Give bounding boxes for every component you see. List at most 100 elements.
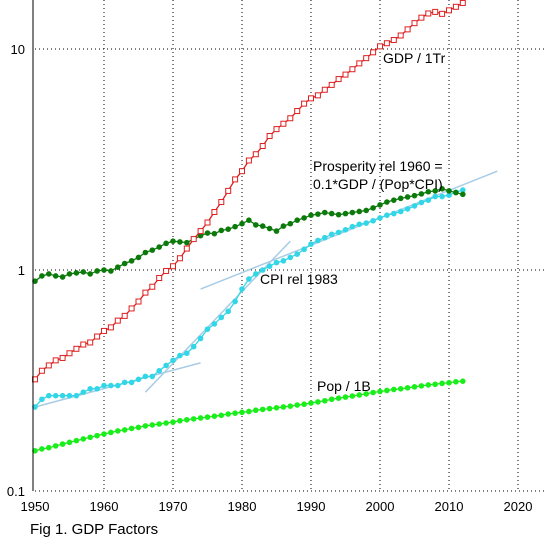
data-point-prosperity — [404, 194, 411, 200]
data-point-gdp — [101, 327, 107, 334]
data-point-gdp — [328, 81, 335, 88]
data-point-cpi — [335, 229, 342, 236]
data-point-gdp — [280, 120, 287, 127]
data-point-pop — [253, 407, 259, 414]
data-point-pop — [66, 439, 73, 446]
data-point-prosperity — [39, 273, 45, 279]
data-point-pop — [425, 382, 432, 388]
data-point-pop — [259, 406, 266, 413]
data-point-pop — [308, 400, 314, 406]
data-point-gdp — [52, 357, 59, 364]
data-point-pop — [87, 434, 93, 441]
data-point-gdp — [135, 298, 142, 305]
data-point-pop — [287, 403, 294, 409]
data-point-prosperity — [156, 244, 162, 250]
data-point-cpi — [411, 203, 418, 209]
gdp-factors-chart: 1950 1960 1970 1980 1990 2000 2010 2020 0.1 1 10 G… — [7, 0, 544, 514]
data-point-prosperity — [121, 260, 128, 267]
data-point-prosperity — [377, 202, 383, 208]
data-point-prosperity — [59, 274, 66, 280]
data-point-cpi — [432, 193, 439, 200]
data-point-pop — [177, 417, 183, 424]
data-point-cpi — [446, 192, 452, 199]
data-point-gdp — [190, 236, 197, 243]
data-point-pop — [239, 409, 245, 416]
data-point-cpi — [239, 286, 245, 292]
data-point-gdp — [425, 10, 432, 17]
data-point-prosperity — [266, 225, 273, 232]
data-point-prosperity — [239, 220, 245, 227]
data-point-cpi — [46, 392, 52, 399]
data-point-pop — [384, 387, 390, 394]
data-point-gdp — [176, 255, 183, 262]
data-point-prosperity — [315, 211, 321, 217]
data-point-pop — [363, 391, 370, 397]
data-point-cpi — [225, 308, 231, 315]
annotation-gdp: GDP / 1Tr — [383, 50, 446, 66]
trend-lines — [34, 170, 498, 408]
data-point-prosperity — [87, 271, 93, 277]
data-point-pop — [266, 405, 273, 412]
data-point-cpi — [425, 197, 432, 203]
data-point-cpi — [156, 367, 162, 374]
data-point-cpi — [197, 335, 204, 342]
data-point-gdp — [446, 7, 452, 14]
data-point-pop — [156, 421, 162, 427]
data-point-prosperity — [273, 228, 280, 234]
data-point-prosperity — [328, 210, 335, 217]
data-point-cpi — [94, 386, 100, 392]
data-point-pop — [101, 431, 107, 437]
data-point-pop — [404, 385, 411, 391]
data-point-prosperity — [287, 220, 294, 227]
data-point-gdp — [356, 60, 363, 67]
data-point-cpi — [177, 352, 183, 359]
series-gdp — [32, 0, 466, 383]
data-point-cpi — [418, 199, 425, 206]
data-point-cpi — [39, 396, 45, 403]
annotation-prosperity: Prosperity rel 1960 = — [313, 158, 443, 174]
data-point-pop — [439, 380, 445, 387]
data-point-cpi — [391, 210, 397, 217]
data-point-gdp — [439, 10, 446, 17]
data-point-pop — [115, 428, 121, 434]
data-point-pop — [446, 379, 452, 386]
data-point-cpi — [322, 234, 328, 241]
data-point-gdp — [308, 95, 314, 102]
data-point-cpi — [259, 267, 266, 273]
data-point-prosperity — [73, 270, 80, 276]
data-point-cpi — [370, 217, 376, 224]
data-point-pop — [184, 416, 190, 423]
data-point-pop — [342, 394, 349, 400]
series-pop — [32, 378, 466, 454]
data-point-pop — [335, 395, 342, 401]
data-point-cpi — [66, 392, 73, 399]
data-point-gdp — [225, 187, 232, 194]
data-point-cpi — [211, 321, 218, 327]
x-tick-label: 2010 — [435, 499, 464, 514]
data-point-pop — [370, 389, 376, 396]
data-point-gdp — [211, 208, 218, 215]
data-point-cpi — [253, 271, 259, 277]
data-point-cpi — [149, 373, 156, 380]
data-point-pop — [121, 427, 128, 433]
series-prosperity — [32, 186, 466, 284]
data-point-gdp — [390, 37, 397, 44]
data-point-gdp — [397, 32, 404, 39]
data-point-gdp — [128, 305, 135, 312]
data-point-gdp — [314, 92, 321, 99]
y-tick-label: 0.1 — [7, 484, 25, 499]
data-point-gdp — [418, 14, 425, 21]
data-point-gdp — [459, 0, 466, 6]
data-point-gdp — [66, 350, 73, 357]
data-point-gdp — [73, 345, 80, 352]
data-point-prosperity — [225, 226, 231, 232]
x-tick-label: 1990 — [297, 499, 326, 514]
data-point-cpi — [80, 389, 87, 395]
data-point-gdp — [383, 40, 390, 47]
data-point-cpi — [356, 221, 363, 228]
data-point-cpi — [218, 314, 225, 321]
data-point-pop — [246, 408, 252, 415]
tick-labels: 1950 1960 1970 1980 1990 2000 2010 2020 0.1 1 10 — [7, 42, 533, 514]
data-point-cpi — [101, 382, 107, 389]
data-point-gdp — [183, 245, 190, 252]
